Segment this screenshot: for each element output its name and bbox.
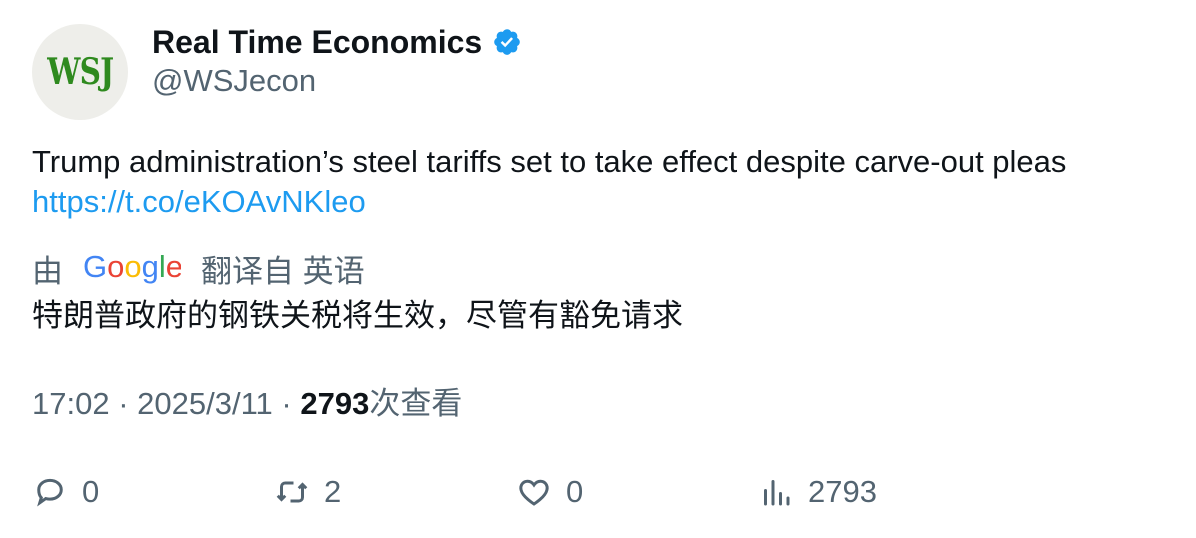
tweet-date[interactable]: 2025/3/11: [137, 386, 273, 421]
retweet-icon: [276, 481, 308, 503]
views-label: 次查看: [369, 386, 463, 421]
author-name-row[interactable]: Real Time Economics: [152, 22, 522, 62]
tweet-time[interactable]: 17:02: [32, 386, 110, 421]
reply-icon: [37, 478, 63, 507]
avatar[interactable]: WSJ: [32, 24, 128, 120]
meta-separator: ·: [118, 386, 129, 421]
tweet-meta: 17:02 · 2025/3/11 · 2793次查看: [32, 384, 462, 424]
google-logo: Google: [83, 251, 181, 284]
author-handle[interactable]: @WSJecon: [152, 63, 317, 98]
analytics-count: 2793: [808, 474, 877, 509]
reply-count: 0: [82, 474, 100, 509]
heart-icon: [519, 479, 549, 506]
google-logo-text: Google: [83, 251, 181, 284]
translated-text: 特朗普政府的钢铁关税将生效，尽管有豁免请求: [32, 298, 683, 333]
reply-button[interactable]: 0: [32, 472, 99, 512]
author-name[interactable]: Real Time Economics: [152, 24, 483, 60]
verified-badge-icon: [494, 29, 521, 55]
views-count: 2793: [300, 386, 370, 421]
meta-separator-2: ·: [281, 386, 292, 421]
avatar-logo-text: WSJ: [47, 51, 114, 93]
translation-attribution[interactable]: 由 Google 翻译自 英语: [32, 246, 365, 290]
tweet-text: Trump administration’s steel tariffs set…: [32, 144, 1067, 179]
analytics-bar-icon: [764, 480, 790, 506]
like-count: 0: [566, 474, 584, 509]
like-button[interactable]: 0: [516, 472, 583, 512]
views-button[interactable]: 2793: [758, 472, 877, 512]
translation-prefix: 由: [32, 253, 63, 289]
translation-suffix: 翻译自 英语: [201, 253, 365, 289]
tweet-link[interactable]: https://t.co/eKOAvNKleo: [32, 184, 366, 219]
retweet-button[interactable]: 2: [274, 472, 341, 512]
retweet-count: 2: [324, 474, 342, 509]
